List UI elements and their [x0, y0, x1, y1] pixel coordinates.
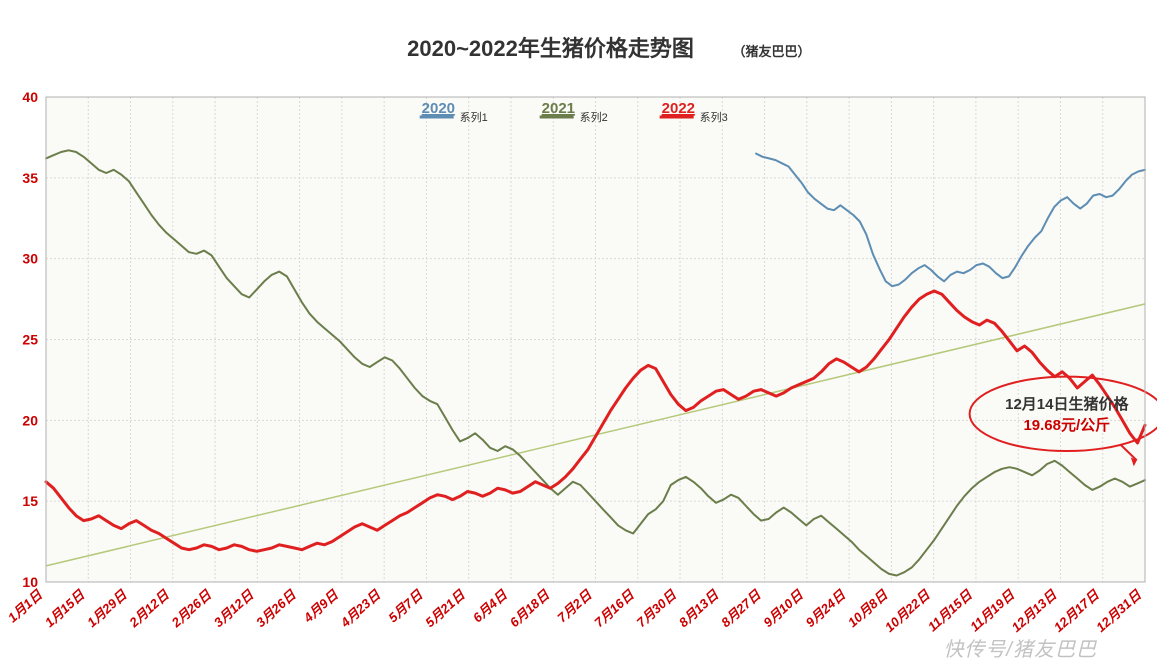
x-tick-label: 4月9日 [300, 586, 342, 626]
x-tick-label: 1月1日 [5, 586, 46, 625]
legend-year: 2021 [542, 100, 575, 117]
legend-series-label: 系列3 [700, 110, 728, 124]
y-tick-label: 40 [22, 89, 38, 105]
legend-year: 2022 [662, 100, 695, 117]
x-tick-label: 7月16日 [591, 586, 637, 630]
x-tick-label: 2月26日 [168, 586, 215, 630]
annotation-line2: 19.68元/公斤 [1023, 417, 1110, 434]
x-tick-label: 2月12日 [126, 586, 173, 630]
y-tick-label: 10 [22, 574, 38, 590]
x-tick-label: 5月7日 [385, 586, 426, 625]
legend-series-label: 系列2 [580, 110, 608, 124]
legend-year: 2020 [422, 100, 455, 117]
x-tick-label: 9月24日 [803, 586, 849, 630]
x-tick-label: 12月13日 [1009, 586, 1061, 635]
x-tick-label: 8月13日 [676, 586, 722, 630]
annotation-line1: 12月14日生猪价格 [1005, 395, 1129, 413]
chart-container: 2020~2022年生猪价格走势图 （猪友巴巴） 10 15 20 25 30 35 40 1月1… [0, 0, 1157, 672]
x-tick-label: 3月12日 [211, 586, 257, 630]
chart-svg: 2020~2022年生猪价格走势图 （猪友巴巴） 10 15 20 25 30 35 40 1月1… [0, 0, 1157, 672]
x-tick-label: 7月2日 [554, 586, 595, 625]
y-tick-label: 35 [22, 170, 38, 186]
x-tick-label: 5月21日 [422, 586, 468, 630]
x-tick-label: 12月31日 [1093, 586, 1145, 635]
x-tick-label: 4月23日 [337, 586, 384, 630]
y-tick-label: 20 [22, 412, 38, 428]
x-tick-label: 10月22日 [882, 586, 934, 635]
chart-subtitle: （猪友巴巴） [733, 44, 811, 59]
x-tick-label: 12月17日 [1051, 586, 1103, 635]
x-tick-label: 6月4日 [470, 586, 511, 625]
y-tick-label: 15 [22, 493, 38, 509]
x-tick-label: 3月26日 [253, 586, 299, 630]
chart-title: 2020~2022年生猪价格走势图 [407, 36, 694, 61]
x-tick-label: 6月18日 [507, 586, 553, 630]
x-tick-label: 7月30日 [634, 586, 680, 630]
x-tick-label: 1月29日 [84, 586, 130, 630]
y-tick-label: 25 [22, 332, 38, 348]
x-tick-label: 11月15日 [925, 586, 976, 634]
x-tick-label: 1月15日 [42, 586, 88, 630]
x-tick-label: 8月27日 [718, 586, 764, 630]
x-tick-label: 9月10日 [760, 586, 806, 630]
legend-series-label: 系列1 [460, 110, 488, 124]
y-tick-label: 30 [22, 251, 38, 267]
